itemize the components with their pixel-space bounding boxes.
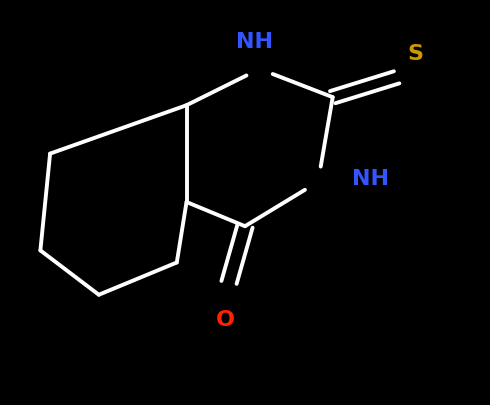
Text: NH: NH bbox=[236, 32, 273, 51]
Text: S: S bbox=[408, 44, 423, 64]
Text: NH: NH bbox=[352, 168, 389, 188]
Text: O: O bbox=[216, 309, 235, 329]
